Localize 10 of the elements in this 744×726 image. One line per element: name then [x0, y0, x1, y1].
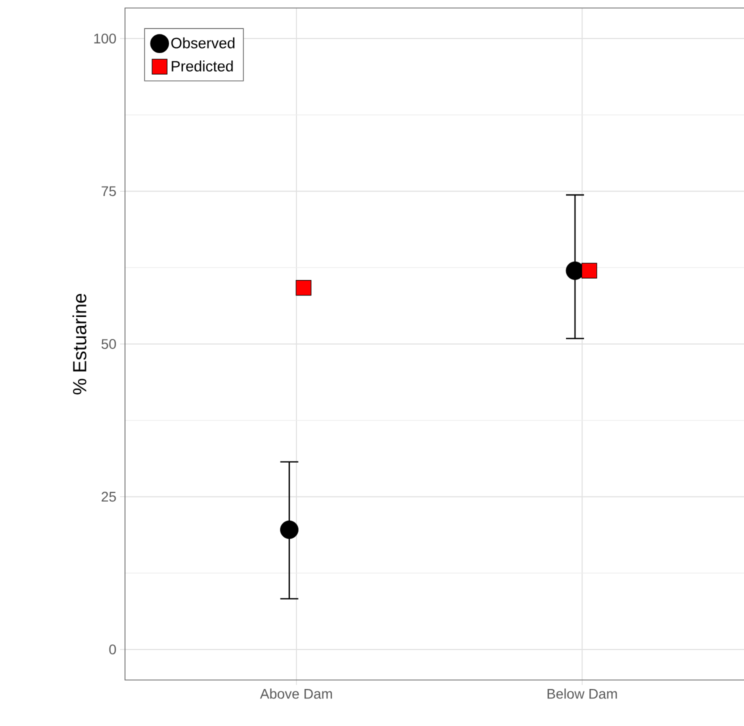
y-tick-label: 25: [102, 492, 116, 502]
y-axis-title: % Estuarine: [72, 294, 86, 394]
y-tick-label: 100: [94, 34, 116, 44]
x-tick-label: Below Dam: [548, 688, 617, 699]
y-tick-label: 0: [109, 644, 116, 654]
y-tick-label: 75: [102, 186, 116, 196]
legend-label: Predicted: [172, 60, 233, 72]
y-tick-label: 50: [102, 339, 116, 349]
x-tick-label: Above Dam: [260, 688, 332, 699]
legend-label: Observed: [171, 37, 234, 48]
